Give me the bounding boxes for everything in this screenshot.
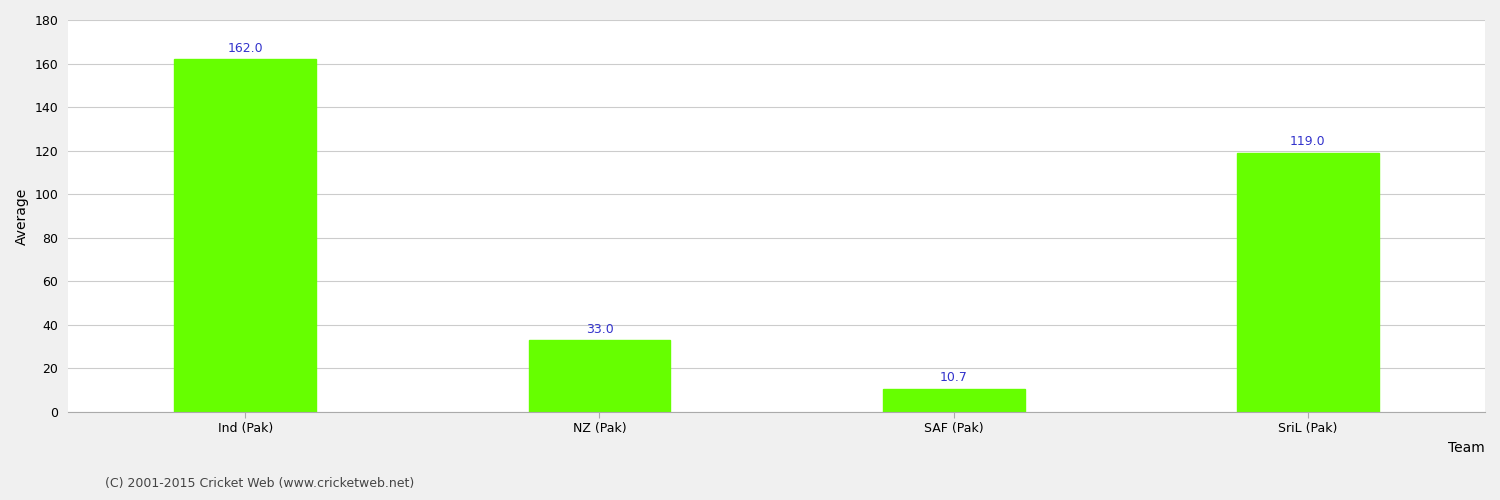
Bar	[884, 388, 1024, 412]
X-axis label: Team: Team	[1448, 441, 1485, 455]
Bar	[174, 59, 316, 412]
Y-axis label: Average: Average	[15, 188, 28, 244]
Bar	[1238, 153, 1378, 412]
Text: 119.0: 119.0	[1290, 136, 1326, 148]
Text: 33.0: 33.0	[585, 323, 614, 336]
Text: 10.7: 10.7	[939, 372, 968, 384]
Text: (C) 2001-2015 Cricket Web (www.cricketweb.net): (C) 2001-2015 Cricket Web (www.cricketwe…	[105, 477, 414, 490]
Bar	[528, 340, 670, 412]
Text: 162.0: 162.0	[228, 42, 262, 55]
